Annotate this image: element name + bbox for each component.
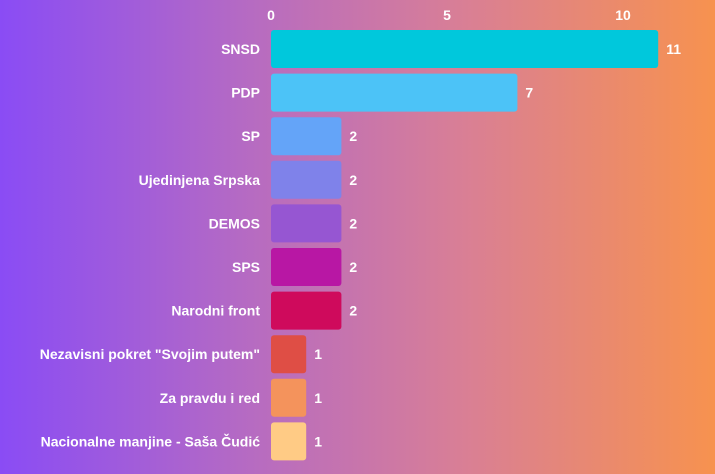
category-label: SNSD [221, 41, 260, 57]
category-label: Nezavisni pokret "Svojim putem" [40, 346, 260, 362]
bar [271, 291, 342, 330]
bar [271, 422, 307, 461]
data-label: 1 [314, 346, 322, 362]
data-label: 7 [525, 85, 533, 101]
category-label: DEMOS [209, 215, 260, 231]
data-label: 11 [666, 41, 681, 57]
bar [271, 117, 342, 156]
data-label: 2 [349, 303, 357, 319]
category-label: Ujedinjena Srpska [139, 172, 261, 188]
bar [271, 378, 307, 417]
category-label: PDP [231, 85, 260, 101]
data-label: 2 [349, 172, 357, 188]
bar [271, 30, 659, 68]
data-label: 2 [349, 259, 357, 275]
category-label: Za pravdu i red [160, 390, 260, 406]
data-label: 1 [314, 390, 322, 406]
data-label: 2 [349, 128, 357, 144]
category-label: Narodni front [171, 303, 260, 319]
bar [271, 160, 342, 199]
bar [271, 73, 518, 112]
data-label: 1 [314, 433, 322, 449]
bar [271, 248, 342, 286]
category-label: Nacionalne manjine - Saša Čudić [41, 432, 261, 449]
data-label: 2 [349, 215, 357, 231]
category-label: SP [241, 128, 260, 144]
bar [271, 335, 307, 374]
category-label: SPS [232, 259, 260, 275]
x-tick-label: 10 [615, 7, 631, 23]
bar [271, 204, 342, 243]
x-tick-label: 0 [267, 7, 275, 23]
x-tick-label: 5 [443, 7, 451, 23]
